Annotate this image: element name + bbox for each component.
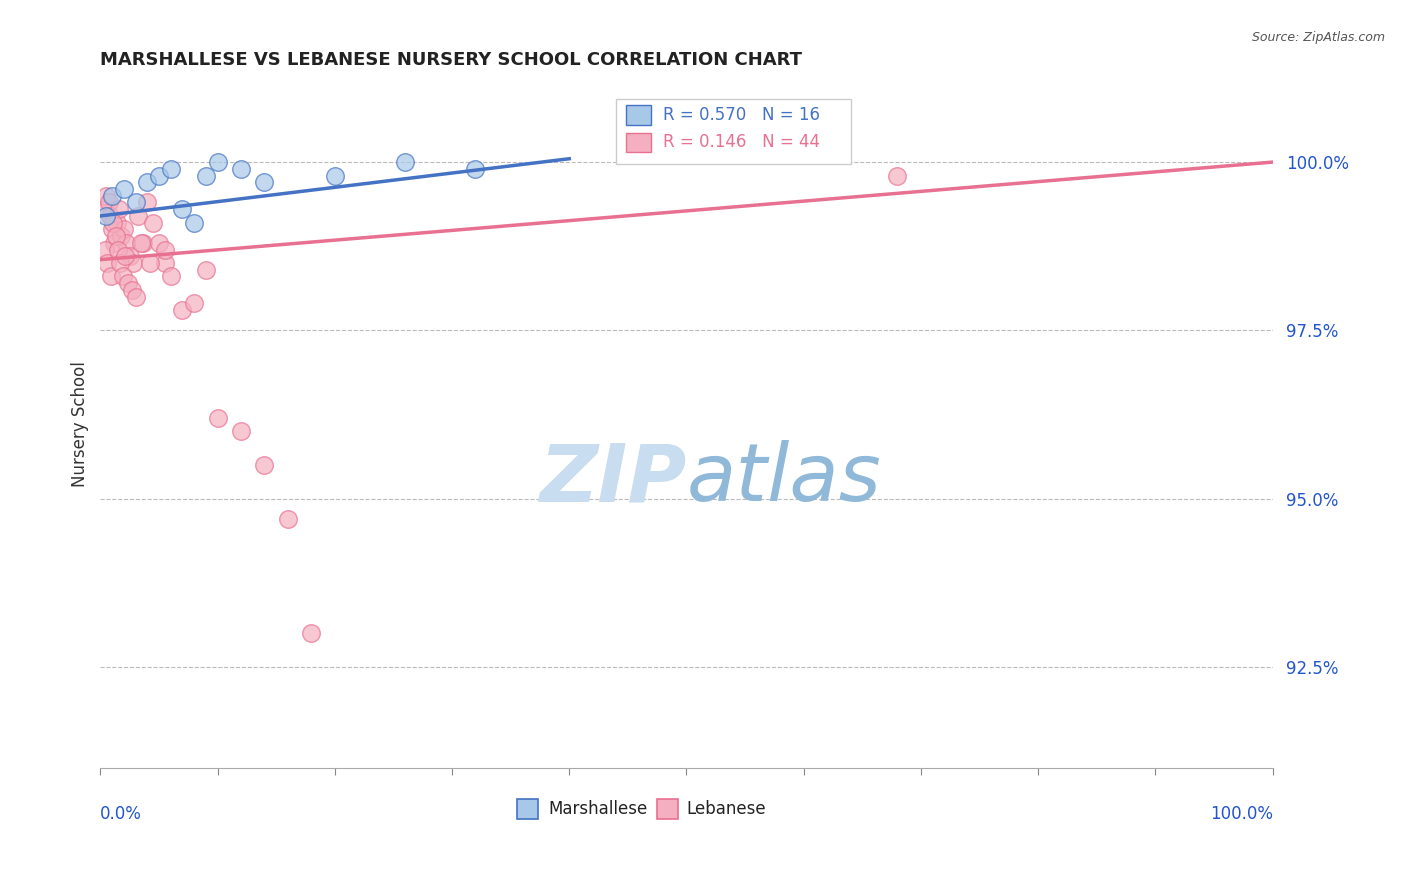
Point — [194, 169, 217, 183]
FancyBboxPatch shape — [657, 798, 678, 819]
Point — [108, 202, 131, 217]
Point — [100, 269, 122, 284]
FancyBboxPatch shape — [626, 133, 651, 152]
Point — [253, 175, 276, 189]
Text: Source: ZipAtlas.com: Source: ZipAtlas.com — [1251, 31, 1385, 45]
Point — [148, 169, 170, 183]
Point — [323, 169, 346, 183]
Point — [229, 161, 252, 176]
Point — [207, 410, 229, 425]
Point — [101, 222, 124, 236]
Text: R = 0.146   N = 44: R = 0.146 N = 44 — [664, 134, 820, 152]
FancyBboxPatch shape — [616, 98, 851, 164]
Point — [253, 458, 276, 472]
Point — [277, 512, 299, 526]
Text: 100.0%: 100.0% — [1209, 805, 1272, 823]
Point — [131, 235, 153, 250]
Point — [122, 256, 145, 270]
Point — [97, 195, 120, 210]
Point — [183, 216, 205, 230]
Point — [121, 283, 143, 297]
Point — [104, 229, 127, 244]
Point — [172, 202, 194, 217]
Point — [118, 249, 141, 263]
Point — [153, 256, 176, 270]
Point — [229, 424, 252, 438]
Text: R = 0.570   N = 16: R = 0.570 N = 16 — [664, 106, 820, 124]
FancyBboxPatch shape — [626, 105, 651, 125]
Point — [183, 296, 205, 310]
Point — [101, 188, 124, 202]
Point — [172, 303, 194, 318]
Point — [159, 161, 181, 176]
Point — [136, 195, 159, 210]
Point — [159, 269, 181, 284]
Point — [124, 290, 146, 304]
Point — [103, 216, 125, 230]
Text: 0.0%: 0.0% — [100, 805, 142, 823]
Point — [103, 235, 125, 250]
Point — [207, 155, 229, 169]
Point — [105, 216, 128, 230]
Point — [131, 235, 153, 250]
Point — [114, 249, 136, 263]
Point — [110, 229, 132, 244]
Text: ZIP: ZIP — [538, 441, 686, 518]
Point — [138, 256, 160, 270]
Point — [153, 243, 176, 257]
Text: MARSHALLESE VS LEBANESE NURSERY SCHOOL CORRELATION CHART: MARSHALLESE VS LEBANESE NURSERY SCHOOL C… — [100, 51, 803, 69]
Point — [107, 243, 129, 257]
Point — [127, 209, 149, 223]
Text: atlas: atlas — [686, 441, 882, 518]
Point — [96, 256, 118, 270]
Text: Marshallese: Marshallese — [548, 800, 647, 818]
Point — [117, 277, 139, 291]
Point — [194, 262, 217, 277]
Text: Lebanese: Lebanese — [686, 800, 766, 818]
Point — [111, 269, 134, 284]
Point — [115, 235, 138, 250]
Point — [464, 161, 486, 176]
FancyBboxPatch shape — [516, 798, 537, 819]
Y-axis label: Nursery School: Nursery School — [72, 361, 89, 487]
Point — [394, 155, 416, 169]
Point — [96, 188, 118, 202]
Point — [98, 209, 121, 223]
Point — [96, 209, 118, 223]
Point — [112, 222, 135, 236]
Point — [112, 182, 135, 196]
Point — [886, 169, 908, 183]
Point — [142, 216, 165, 230]
Point — [124, 195, 146, 210]
Point — [93, 202, 115, 217]
Point — [148, 235, 170, 250]
Point — [299, 626, 322, 640]
Point — [94, 243, 117, 257]
Point — [110, 256, 132, 270]
Point — [136, 175, 159, 189]
